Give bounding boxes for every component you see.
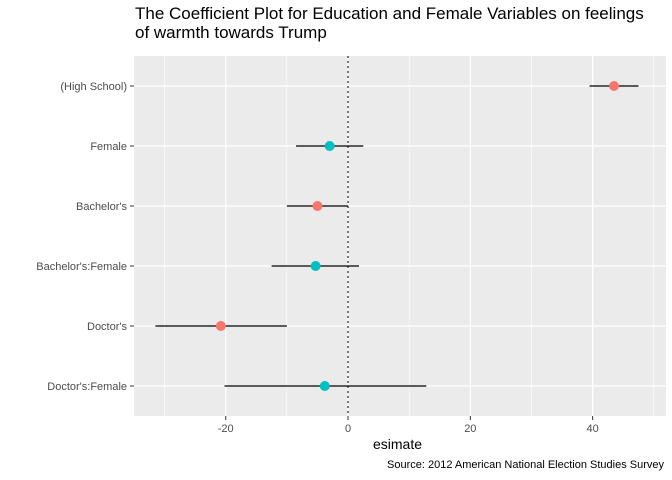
estimate-point (324, 141, 335, 151)
y-axis-ticks: (High School) Female Bachelor's Bachelor's:… (36, 81, 134, 393)
x-axis-ticks: -20 0 20 40 (218, 416, 599, 435)
estimate-point (312, 201, 323, 211)
y-tick-label: Doctor's:Female (47, 381, 127, 393)
chart-title: The Coefficient Plot for Education and F… (135, 4, 644, 42)
minor-gridlines (164, 56, 655, 416)
estimate-point (319, 381, 330, 391)
y-tick-label: Doctor's (87, 321, 127, 333)
plot-panel (134, 56, 666, 416)
x-tick-label: 40 (586, 423, 598, 435)
y-tick-label: Bachelor's (76, 201, 128, 213)
source-caption: Source: 2012 American National Election … (387, 459, 664, 471)
y-tick-label: Bachelor's:Female (36, 261, 127, 273)
y-tick-label: Female (90, 141, 127, 153)
x-tick-label: -20 (218, 423, 234, 435)
estimate-point (310, 261, 321, 271)
y-tick-label: (High School) (60, 81, 127, 93)
x-axis-label: esimate (373, 436, 423, 452)
estimate-points (215, 81, 620, 391)
x-tick-label: 0 (345, 423, 351, 435)
estimate-point (215, 321, 226, 331)
x-tick-label: 20 (464, 423, 476, 435)
estimate-point (609, 81, 620, 91)
